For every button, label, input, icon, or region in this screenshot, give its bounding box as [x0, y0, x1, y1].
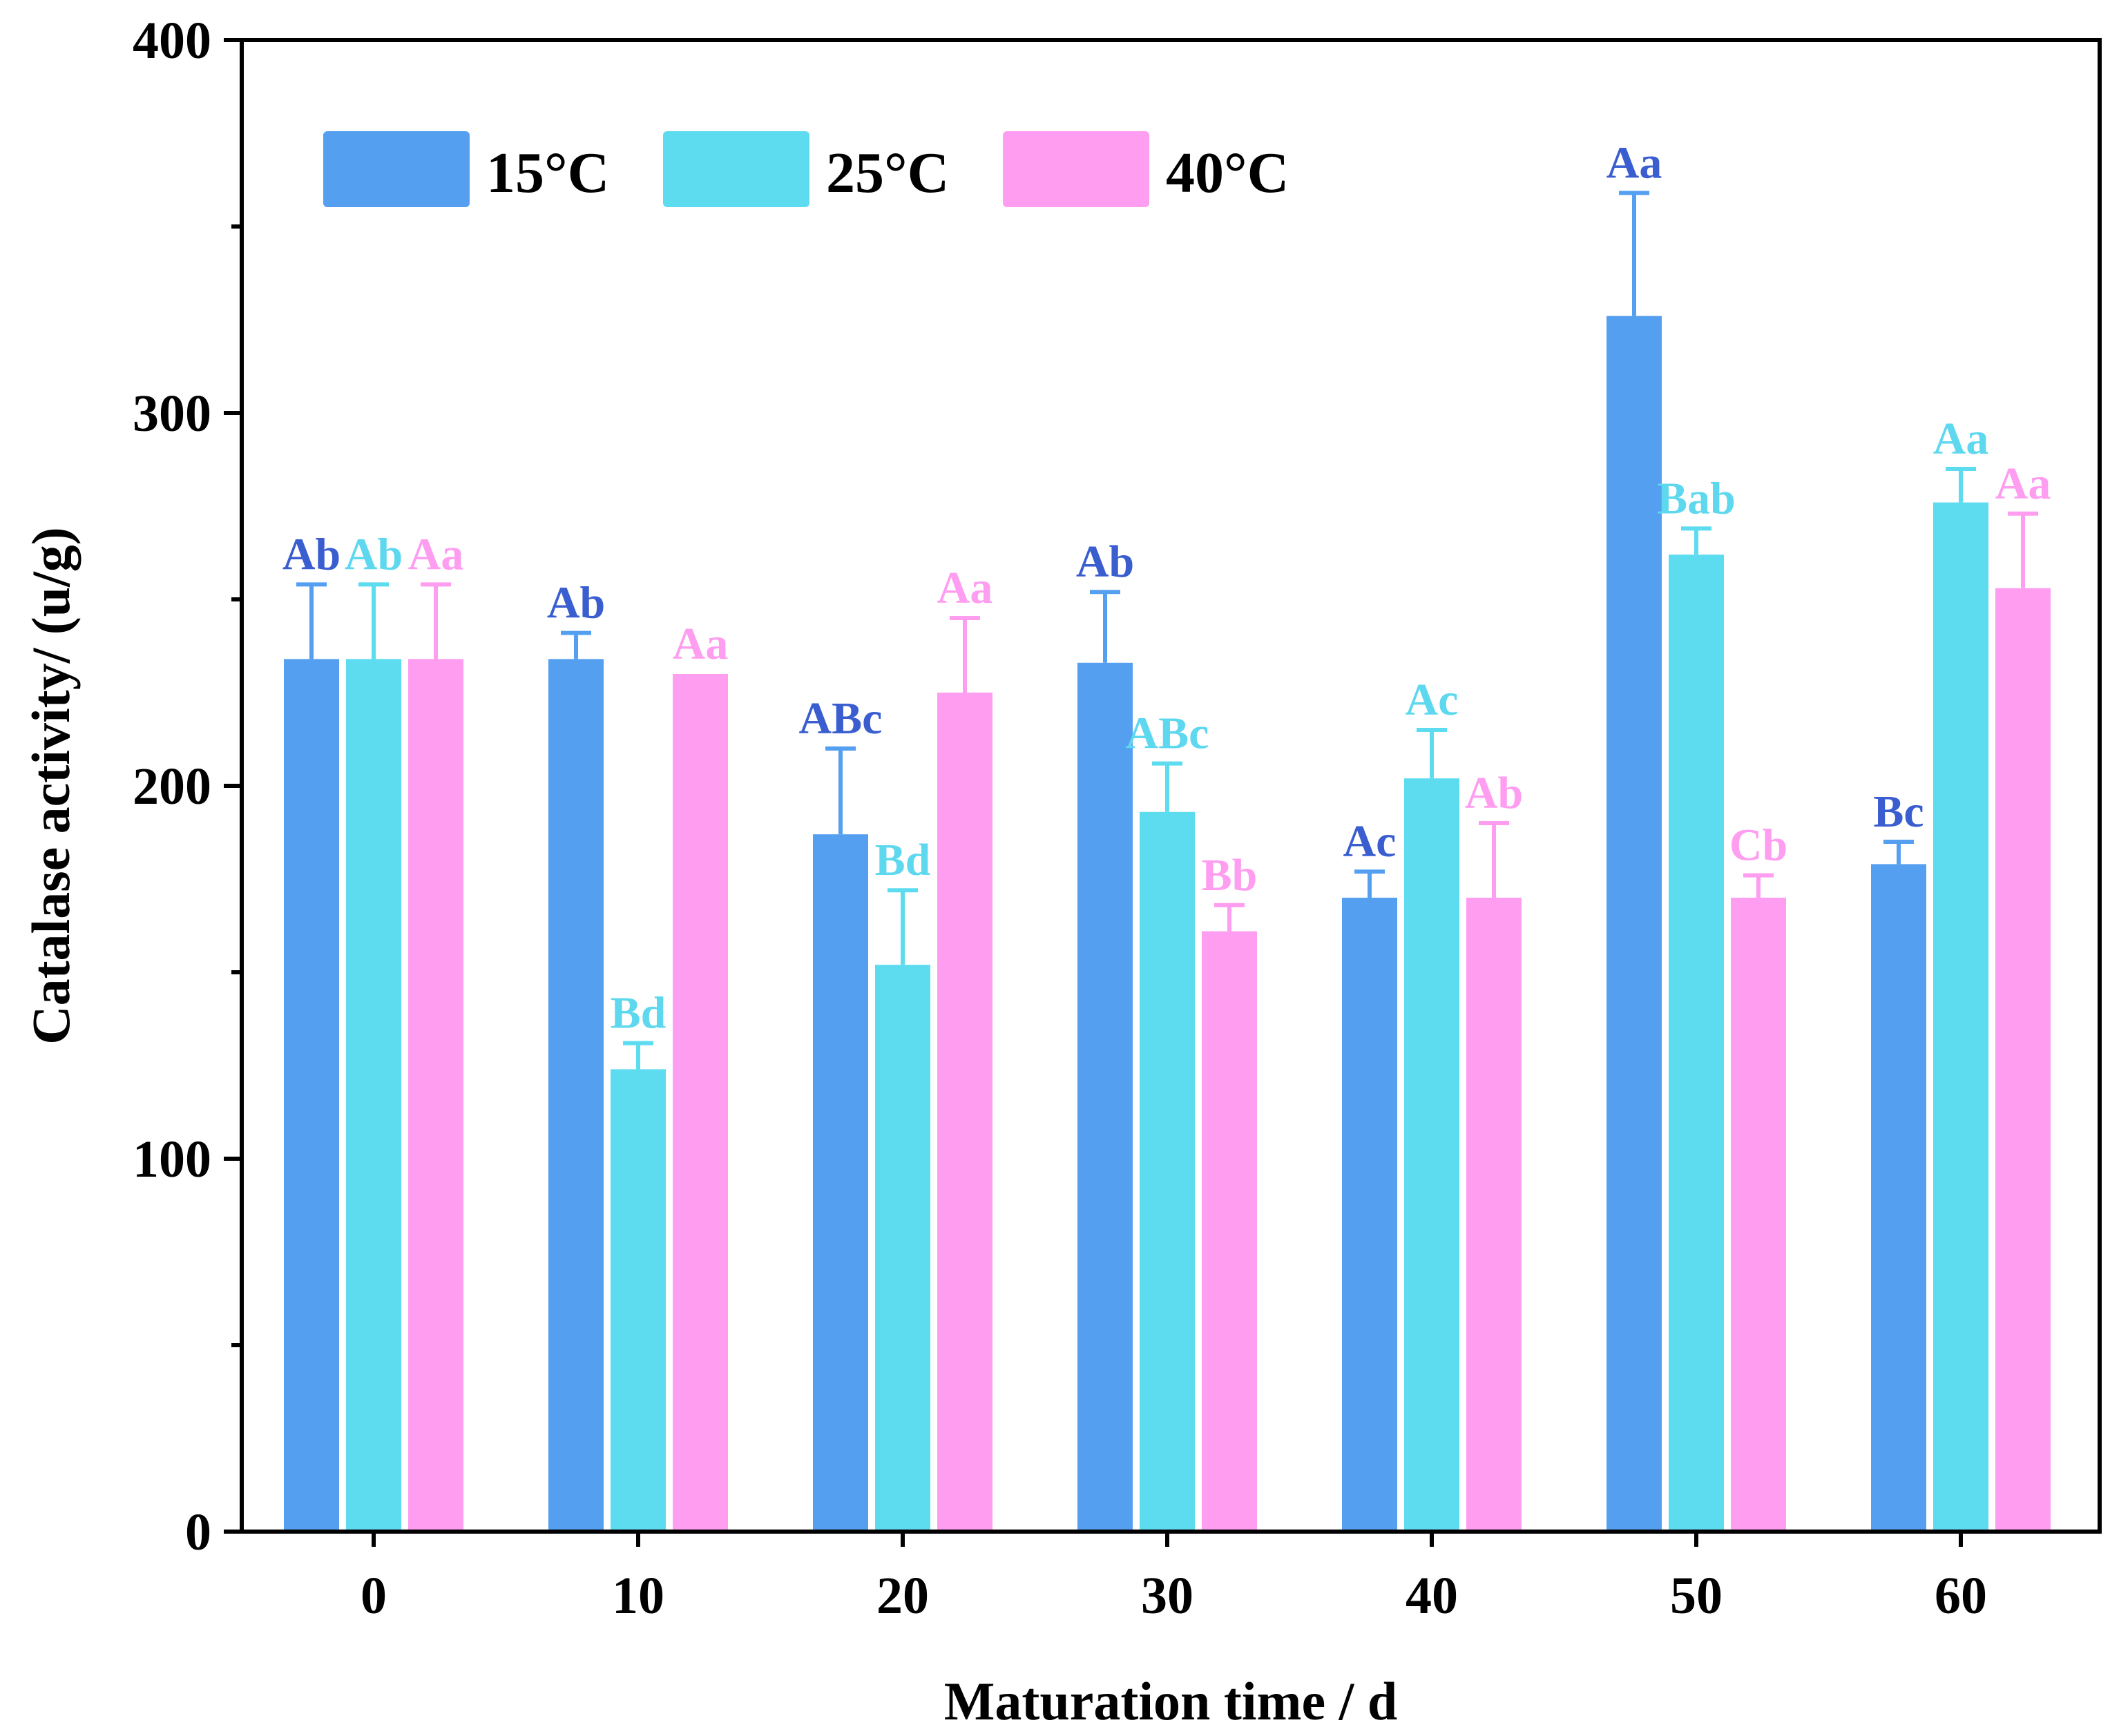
- significance-label-25°C-30: ABc: [1126, 708, 1209, 759]
- legend-label: 15°C: [486, 141, 609, 205]
- significance-label-15°C-40: Ac: [1343, 816, 1397, 867]
- error-bar-15°C-60: [1883, 840, 1914, 865]
- error-bar-15°C-20: [825, 746, 856, 835]
- bar-15°C-50: [1607, 316, 1662, 1532]
- bar-40°C-10: [673, 674, 728, 1532]
- x-axis-title: Maturation time / d: [944, 1671, 1397, 1731]
- bar-40°C-50: [1731, 898, 1786, 1532]
- legend-item-40°C: 40°C: [1003, 131, 1289, 207]
- bar-25°C-10: [611, 1069, 666, 1532]
- error-bar-25°C-20: [888, 888, 918, 965]
- y-tick-label: 400: [133, 12, 211, 70]
- legend-swatch: [663, 131, 809, 207]
- x-axis: 0 10 20 30 40 50 60: [361, 1532, 1987, 1625]
- bar-25°C-40: [1404, 778, 1459, 1532]
- bar-15°C-60: [1871, 864, 1926, 1532]
- significance-labels-layer: Ab Ab AaAbBdAaABcBdAaAbABcBbAcAcAbAaBabCbB…: [282, 137, 2051, 1038]
- x-tick-label: 50: [1670, 1567, 1723, 1625]
- bar-25°C-30: [1140, 811, 1195, 1532]
- x-tick-label: 30: [1141, 1567, 1193, 1625]
- error-bar-25°C-10: [623, 1041, 653, 1070]
- bar-15°C-0: [284, 659, 339, 1532]
- x-tick-label: 60: [1935, 1567, 1987, 1625]
- y-tick-label: 300: [133, 385, 211, 443]
- x-tick-label: 10: [612, 1567, 664, 1625]
- bar-15°C-10: [548, 659, 604, 1532]
- y-tick-label: 200: [133, 758, 211, 816]
- y-tick-label: 0: [185, 1503, 211, 1561]
- error-bar-25°C-60: [1946, 467, 1976, 503]
- bar-40°C-40: [1466, 898, 1522, 1532]
- x-tick-label: 20: [876, 1567, 929, 1625]
- legend-label: 40°C: [1166, 141, 1289, 205]
- error-bar-40°C-40: [1479, 821, 1509, 898]
- error-bar-40°C-0: [421, 582, 451, 659]
- legend-item-25°C: 25°C: [663, 131, 949, 207]
- significance-label-15°C-30: Ab: [1076, 537, 1134, 587]
- y-tick-label: 100: [133, 1130, 211, 1188]
- y-axis: 0 100 200 300 400: [133, 12, 242, 1561]
- significance-label-40°C-50: Cb: [1729, 820, 1787, 871]
- error-bar-40°C-60: [2008, 511, 2038, 588]
- bar-15°C-30: [1077, 662, 1133, 1532]
- legend-swatch: [1003, 131, 1149, 207]
- x-tick-label: 40: [1406, 1567, 1458, 1625]
- bar-25°C-50: [1669, 554, 1724, 1532]
- significance-label-25°C-10: Bd: [611, 988, 666, 1039]
- error-bar-25°C-0: [358, 582, 389, 659]
- error-bar-25°C-50: [1681, 526, 1711, 555]
- legend-item-15°C: 15°C: [323, 131, 609, 207]
- legend-label: 25°C: [826, 141, 949, 205]
- significance-label-15°C-10: Ab: [547, 578, 605, 628]
- bar-40°C-60: [1995, 588, 2051, 1532]
- bar-40°C-30: [1202, 931, 1257, 1532]
- significance-label-25°C-50: Bab: [1657, 473, 1736, 523]
- significance-label-15°C-50: Aa: [1607, 137, 1662, 188]
- error-bar-15°C-40: [1354, 869, 1385, 898]
- bar-40°C-0: [408, 659, 463, 1532]
- error-bar-15°C-0: [296, 582, 327, 659]
- significance-label-15°C-20: ABc: [799, 693, 883, 744]
- x-tick-label: 0: [361, 1567, 387, 1625]
- bar-15°C-20: [813, 834, 868, 1532]
- error-bar-40°C-30: [1214, 903, 1245, 932]
- error-bar-40°C-20: [950, 616, 980, 693]
- bar-40°C-20: [937, 693, 992, 1532]
- bar-25°C-20: [875, 965, 930, 1532]
- significance-label-15°C-60: Bc: [1873, 787, 1924, 837]
- significance-label-40°C-40: Ab: [1465, 768, 1523, 818]
- bar-25°C-60: [1933, 502, 1988, 1532]
- y-axis-title: Catalase activity/ (u/g): [21, 527, 81, 1045]
- legend-swatch: [323, 131, 470, 207]
- significance-label-25°C-0: Ab: [345, 529, 403, 579]
- significance-label-25°C-40: Ac: [1406, 675, 1459, 725]
- bars-layer: [284, 316, 2051, 1532]
- significance-label-40°C-60: Aa: [1995, 459, 2051, 509]
- error-bar-15°C-50: [1619, 191, 1649, 316]
- bar-15°C-40: [1342, 898, 1397, 1532]
- error-bar-25°C-30: [1152, 761, 1182, 812]
- significance-label-15°C-0: Ab: [282, 529, 341, 579]
- significance-label-40°C-0: Aa: [408, 529, 464, 579]
- significance-label-25°C-20: Bd: [875, 835, 931, 885]
- error-bar-25°C-40: [1417, 728, 1447, 779]
- error-bars-layer: [296, 191, 2038, 1070]
- significance-label-40°C-10: Aa: [673, 619, 729, 669]
- error-bar-15°C-30: [1090, 590, 1120, 663]
- bar-25°C-0: [346, 659, 401, 1532]
- error-bar-15°C-10: [561, 630, 591, 659]
- significance-label-40°C-20: Aa: [937, 563, 993, 613]
- significance-label-40°C-30: Bb: [1202, 850, 1258, 900]
- significance-label-25°C-60: Aa: [1933, 414, 1989, 464]
- error-bar-40°C-50: [1743, 873, 1774, 898]
- legend: 15°C 25°C 40°C: [323, 131, 1289, 207]
